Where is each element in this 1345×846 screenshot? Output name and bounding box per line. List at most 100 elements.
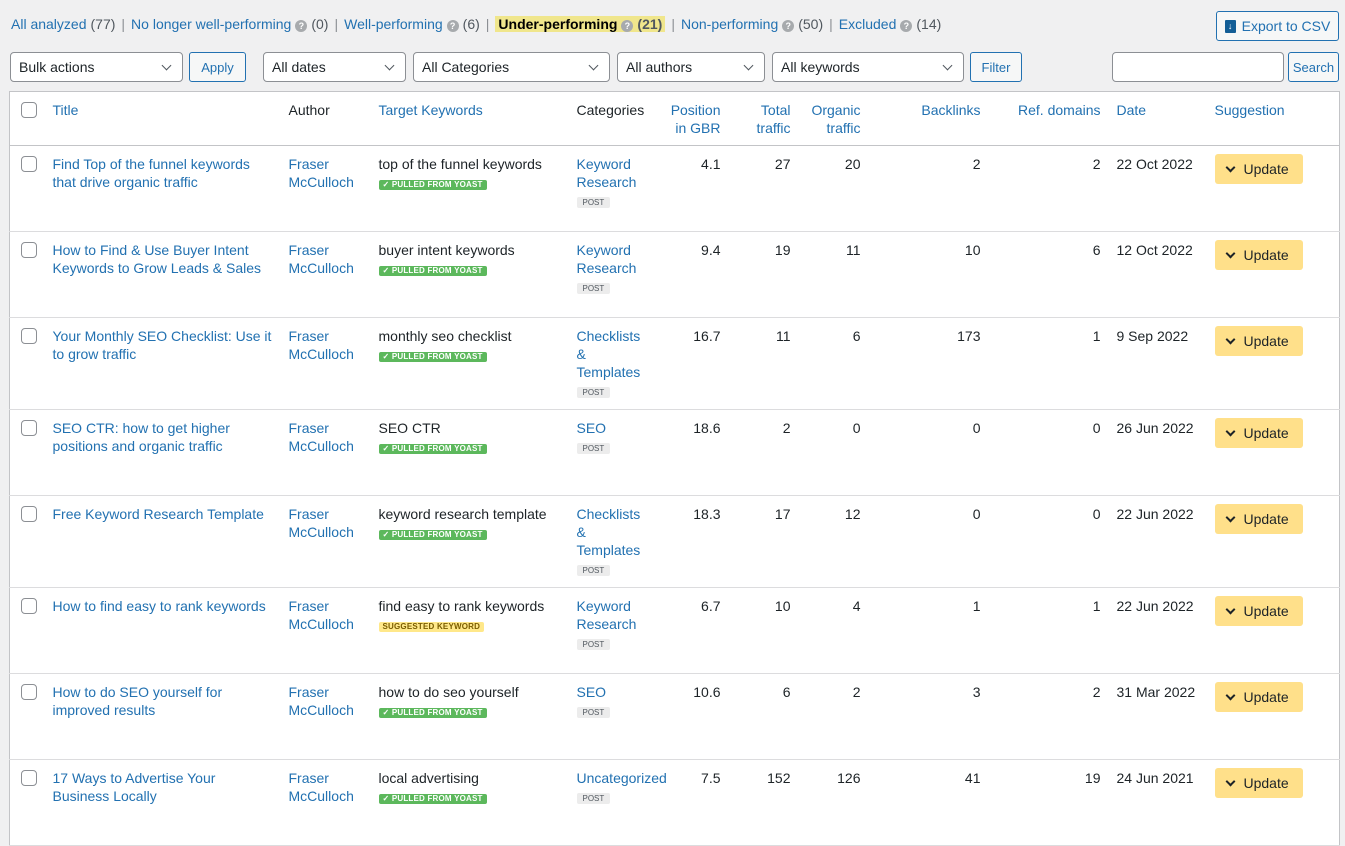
help-icon[interactable]: ? (446, 20, 459, 32)
target-keyword: buyer intent keywords (378, 242, 515, 258)
chevron-down-icon (942, 60, 953, 70)
chevron-down-icon (1225, 162, 1235, 172)
row-checkbox[interactable] (21, 684, 37, 700)
select-all-checkbox[interactable] (21, 102, 37, 118)
view-non-performing[interactable]: Non-performing? (50) (681, 16, 823, 32)
authors-select[interactable]: All authors (617, 52, 765, 82)
update-button[interactable]: Update (1214, 768, 1303, 798)
category-link[interactable]: Keyword Research (576, 242, 637, 276)
keywords-select[interactable]: All keywords (772, 52, 964, 82)
author-link[interactable]: Fraser McCulloch (288, 156, 354, 190)
help-icon[interactable]: ? (782, 20, 795, 32)
author-link[interactable]: Fraser McCulloch (288, 506, 354, 540)
author-link[interactable]: Fraser McCulloch (288, 420, 354, 454)
category-link[interactable]: Checklists & Templates (576, 328, 641, 380)
update-button[interactable]: Update (1214, 154, 1303, 184)
help-icon[interactable]: ? (621, 20, 634, 32)
post-type-badge: POST (576, 197, 611, 208)
backlinks-value: 3 (868, 673, 989, 760)
post-title-link[interactable]: How to Find & Use Buyer Intent Keywords … (52, 242, 262, 276)
separator: | (829, 16, 833, 32)
author-link[interactable]: Fraser McCulloch (288, 328, 354, 362)
post-title-link[interactable]: How to do SEO yourself for improved resu… (52, 684, 223, 718)
export-csv-button[interactable]: ↓ Export to CSV (1216, 11, 1339, 41)
author-link[interactable]: Fraser McCulloch (288, 598, 354, 632)
download-icon: ↓ (1224, 19, 1236, 33)
post-title-link[interactable]: How to find easy to rank keywords (52, 598, 266, 614)
categories-select[interactable]: All Categories (413, 52, 610, 82)
row-checkbox[interactable] (21, 598, 37, 614)
chevron-down-icon (1225, 426, 1235, 436)
chevron-down-icon (384, 60, 395, 70)
column-title[interactable]: Title (52, 102, 79, 118)
row-checkbox[interactable] (21, 328, 37, 344)
separator: | (121, 16, 126, 32)
post-type-badge: POST (576, 565, 611, 576)
view-under-performing[interactable]: Under-performing? (21) (495, 16, 666, 32)
row-checkbox[interactable] (21, 420, 37, 436)
post-title-link[interactable]: 17 Ways to Advertise Your Business Local… (52, 770, 216, 804)
date-value: 9 Sep 2022 (1108, 317, 1207, 410)
update-button[interactable]: Update (1214, 240, 1303, 270)
view-excluded[interactable]: Excluded? (14) (839, 16, 941, 32)
view-filters: All analyzed (77) | No longer well-performi… (11, 16, 941, 32)
search-button[interactable]: Search (1288, 52, 1339, 82)
view-no-longer-well-performing[interactable]: No longer well-performing? (0) (131, 16, 328, 32)
filter-button[interactable]: Filter (970, 52, 1022, 82)
author-link[interactable]: Fraser McCulloch (288, 770, 354, 804)
column-total-traffic[interactable]: Total traffic (756, 102, 791, 136)
chevron-down-icon (1225, 248, 1235, 258)
column-organic-traffic[interactable]: Organic traffic (811, 102, 861, 136)
help-icon[interactable]: ? (900, 20, 913, 32)
keyword-source-badge: SUGGESTED KEYWORD (378, 622, 485, 632)
post-title-link[interactable]: Free Keyword Research Template (52, 506, 264, 522)
backlinks-value: 173 (868, 317, 989, 410)
row-checkbox[interactable] (21, 506, 37, 522)
search-input[interactable] (1112, 52, 1284, 82)
apply-button[interactable]: Apply (189, 52, 246, 82)
update-button[interactable]: Update (1214, 504, 1303, 534)
column-ref-domains[interactable]: Ref. domains (1018, 102, 1101, 118)
category-link[interactable]: Keyword Research (576, 156, 637, 190)
update-button[interactable]: Update (1214, 682, 1303, 712)
post-title-link[interactable]: Find Top of the funnel keywords that dri… (52, 156, 250, 190)
total-traffic-value: 27 (728, 145, 799, 232)
chevron-down-icon (743, 60, 754, 70)
organic-traffic-value: 4 (798, 587, 869, 674)
column-date[interactable]: Date (1116, 102, 1147, 118)
bulk-actions-select[interactable]: Bulk actions (10, 52, 183, 82)
category-link[interactable]: Checklists & Templates (576, 506, 641, 558)
table-row: Free Keyword Research Template Fraser Mc… (9, 495, 1340, 588)
keyword-source-badge: ✓ PULLED FROM YOAST (378, 794, 487, 804)
update-button[interactable]: Update (1214, 418, 1303, 448)
keyword-source-badge: ✓ PULLED FROM YOAST (378, 708, 487, 718)
column-backlinks[interactable]: Backlinks (921, 102, 981, 118)
view-well-performing[interactable]: Well-performing? (6) (344, 16, 480, 32)
post-title-link[interactable]: SEO CTR: how to get higher positions and… (52, 420, 230, 454)
view-all-analyzed[interactable]: All analyzed (77) (11, 16, 115, 32)
column-keywords[interactable]: Target Keywords (378, 102, 483, 118)
update-button[interactable]: Update (1214, 596, 1303, 626)
column-suggestion[interactable]: Suggestion (1214, 102, 1285, 118)
author-link[interactable]: Fraser McCulloch (288, 242, 354, 276)
backlinks-value: 41 (868, 759, 989, 846)
update-button[interactable]: Update (1214, 326, 1303, 356)
category-link[interactable]: SEO (576, 420, 607, 436)
column-position[interactable]: Position in GBR (670, 102, 721, 136)
position-value: 4.1 (660, 145, 729, 232)
row-checkbox[interactable] (21, 156, 37, 172)
row-checkbox[interactable] (21, 770, 37, 786)
separator: | (485, 16, 490, 32)
post-title-link[interactable]: Your Monthly SEO Checklist: Use it to gr… (52, 328, 272, 362)
row-checkbox[interactable] (21, 242, 37, 258)
view-count: (6) (462, 16, 480, 32)
author-link[interactable]: Fraser McCulloch (288, 684, 354, 718)
date-value: 22 Jun 2022 (1108, 495, 1207, 588)
help-icon[interactable]: ? (295, 20, 308, 32)
date-value: 12 Oct 2022 (1108, 231, 1207, 318)
view-label: Under-performing (498, 16, 618, 32)
category-link[interactable]: Keyword Research (576, 598, 637, 632)
dates-select[interactable]: All dates (263, 52, 406, 82)
category-link[interactable]: Uncategorized (576, 770, 667, 786)
category-link[interactable]: SEO (576, 684, 607, 700)
